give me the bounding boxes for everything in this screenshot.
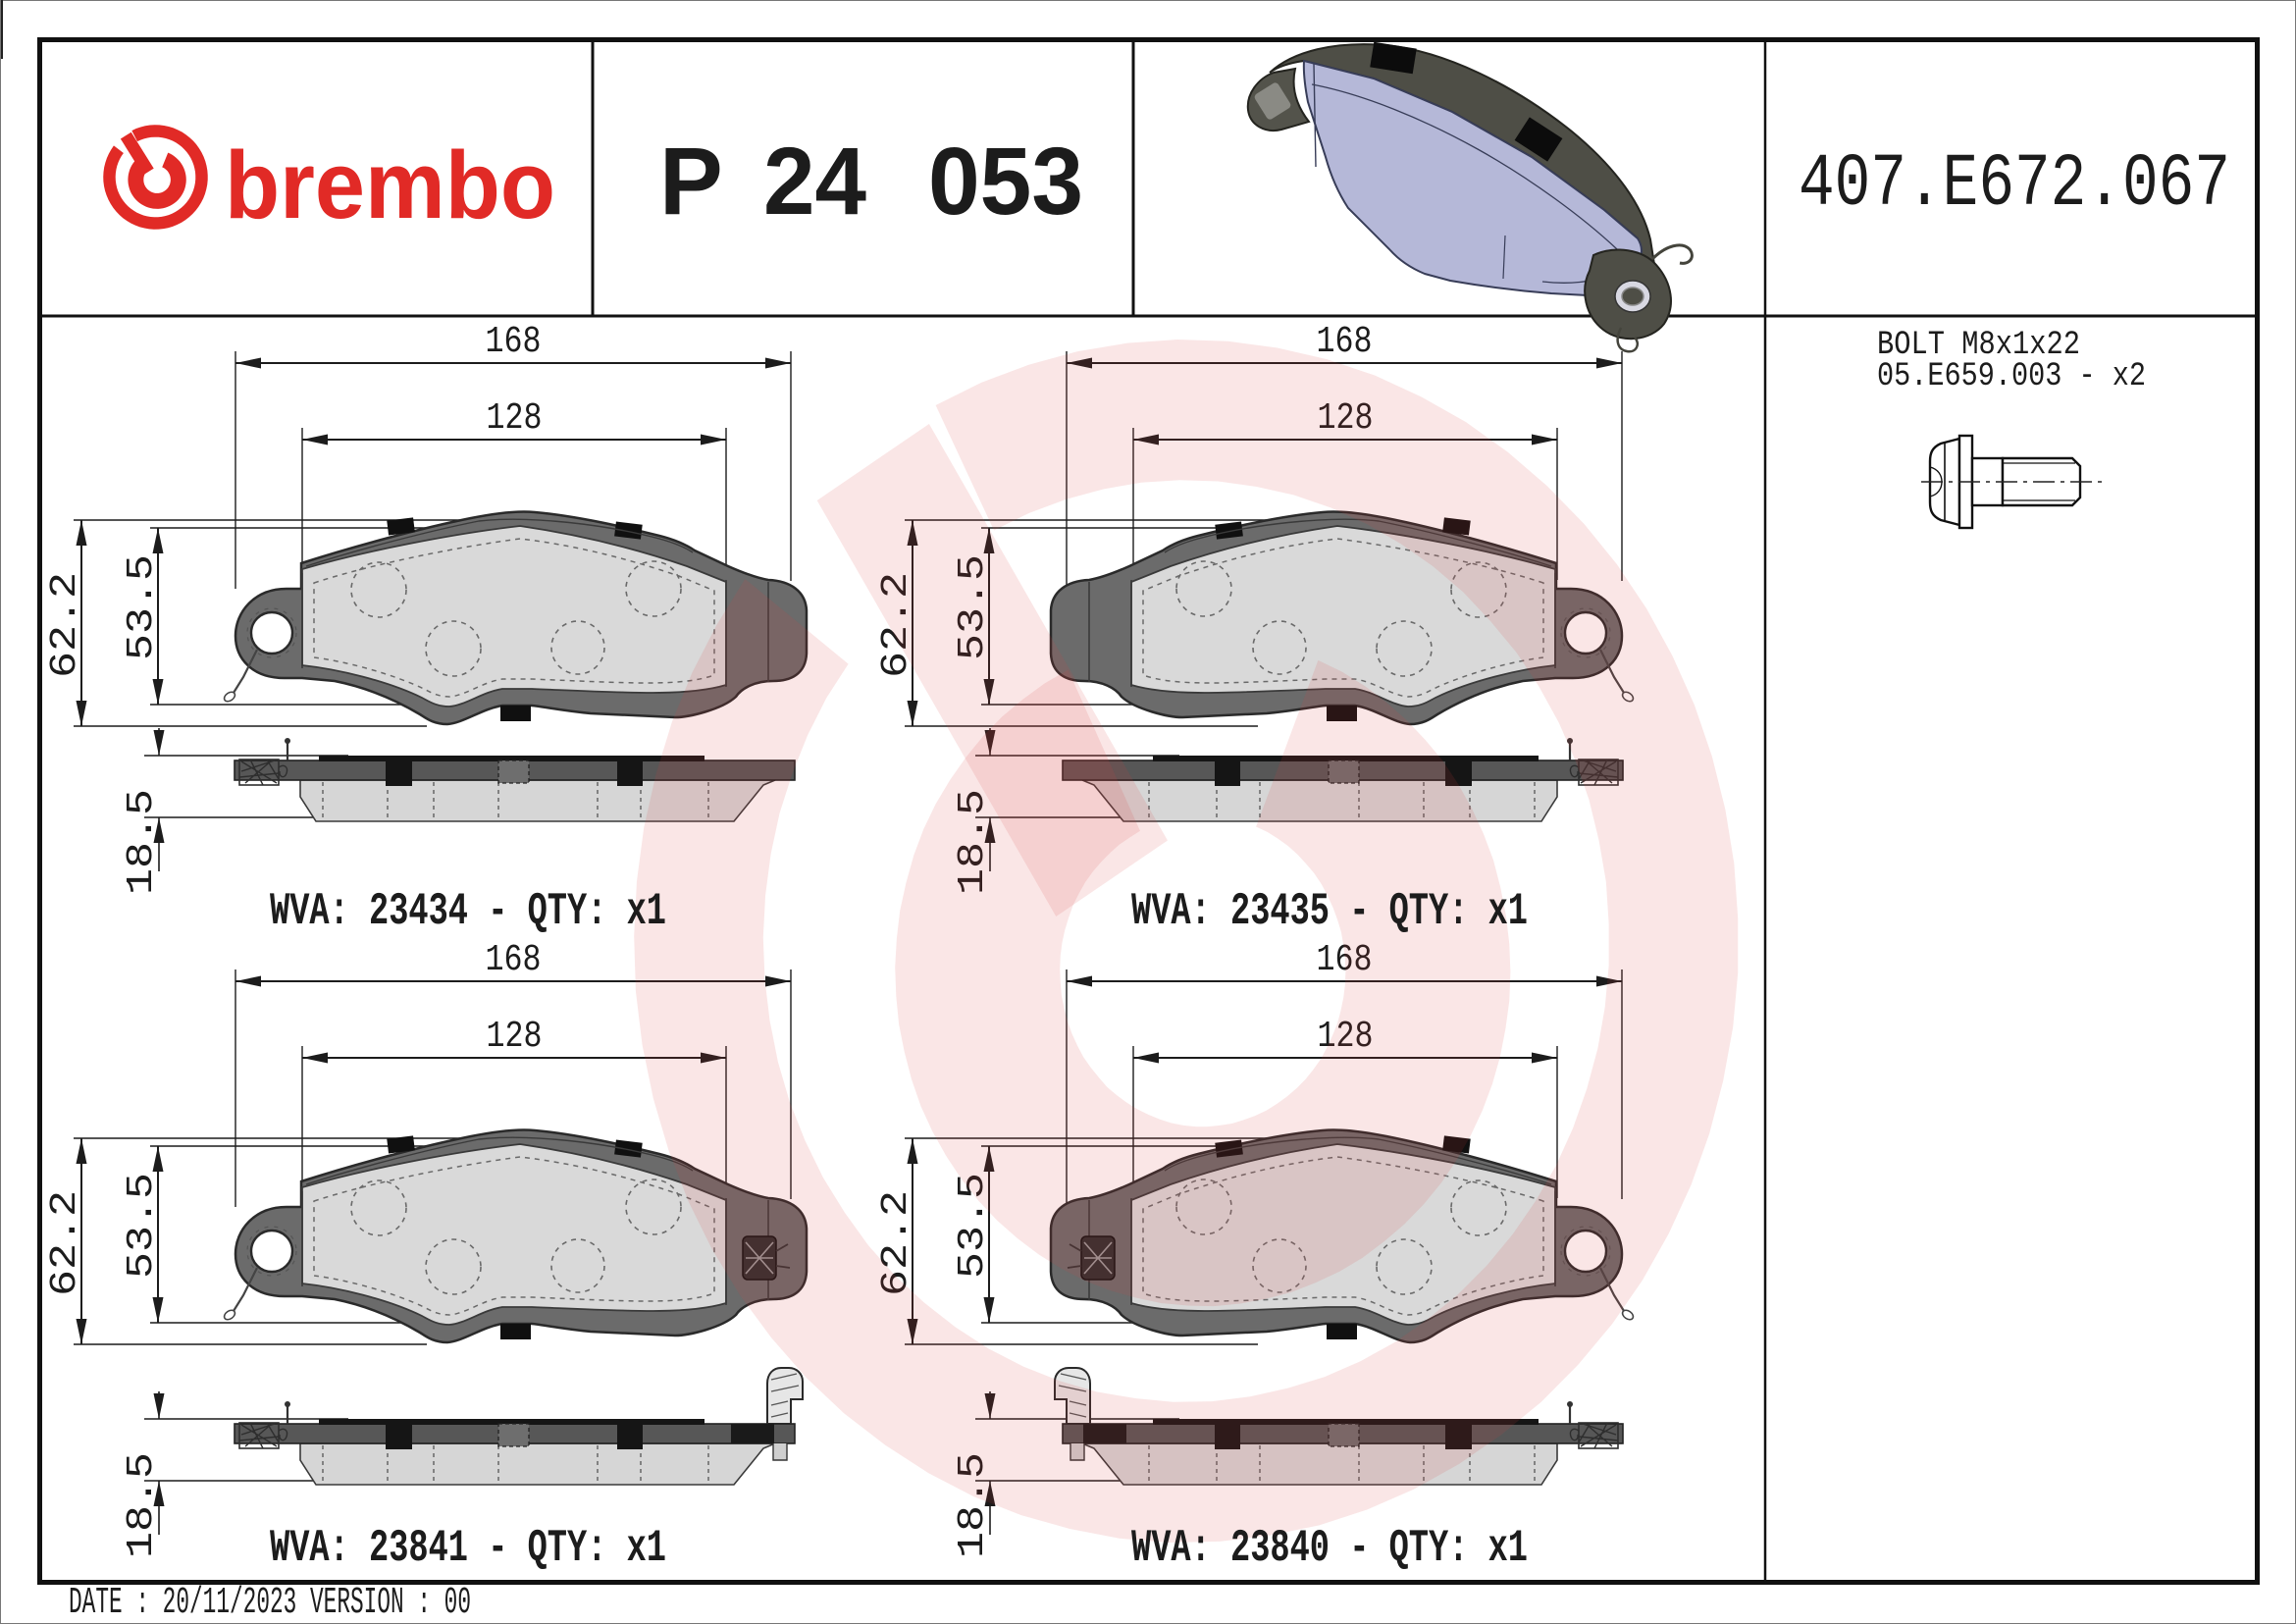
svg-text:53.5: 53.5 bbox=[121, 1173, 163, 1279]
svg-text:168: 168 bbox=[486, 321, 542, 363]
svg-text:168: 168 bbox=[1317, 321, 1373, 363]
svg-text:128: 128 bbox=[487, 1016, 543, 1058]
svg-text:62.2: 62.2 bbox=[44, 1190, 86, 1296]
svg-text:BOLT M8x1x22: BOLT M8x1x22 bbox=[1877, 327, 2080, 364]
svg-text:05.E659.003 - x2: 05.E659.003 - x2 bbox=[1877, 358, 2146, 395]
svg-text:18.5: 18.5 bbox=[121, 789, 163, 895]
svg-text:62.2: 62.2 bbox=[44, 572, 86, 678]
svg-text:62.2: 62.2 bbox=[875, 1190, 917, 1296]
svg-text:53.5: 53.5 bbox=[952, 554, 994, 660]
svg-text:53.5: 53.5 bbox=[952, 1173, 994, 1279]
svg-text:168: 168 bbox=[486, 939, 542, 981]
svg-text:WVA: 23435 - QTY: x1: WVA: 23435 - QTY: x1 bbox=[1131, 886, 1528, 937]
svg-text:WVA: 23841 - QTY: x1: WVA: 23841 - QTY: x1 bbox=[270, 1523, 666, 1574]
svg-text:168: 168 bbox=[1317, 939, 1373, 981]
svg-text:18.5: 18.5 bbox=[952, 1452, 994, 1558]
svg-text:WVA: 23434 - QTY: x1: WVA: 23434 - QTY: x1 bbox=[270, 886, 666, 937]
svg-text:128: 128 bbox=[487, 397, 543, 440]
svg-text:128: 128 bbox=[1318, 1016, 1374, 1058]
svg-text:128: 128 bbox=[1318, 397, 1374, 440]
svg-text:18.5: 18.5 bbox=[121, 1452, 163, 1558]
svg-text:18.5: 18.5 bbox=[952, 789, 994, 895]
svg-text:DATE : 20/11/2023 VERSION : 00: DATE : 20/11/2023 VERSION : 00 bbox=[69, 1582, 471, 1624]
svg-text:brembo: brembo bbox=[225, 131, 555, 238]
svg-text:62.2: 62.2 bbox=[875, 572, 917, 678]
svg-text:53.5: 53.5 bbox=[121, 554, 163, 660]
svg-text:407.E672.067: 407.E672.067 bbox=[1799, 142, 2230, 227]
svg-text:053: 053 bbox=[928, 128, 1083, 235]
svg-text:24: 24 bbox=[763, 128, 866, 235]
svg-text:P: P bbox=[659, 128, 723, 235]
svg-text:WVA: 23840 - QTY: x1: WVA: 23840 - QTY: x1 bbox=[1131, 1523, 1528, 1574]
